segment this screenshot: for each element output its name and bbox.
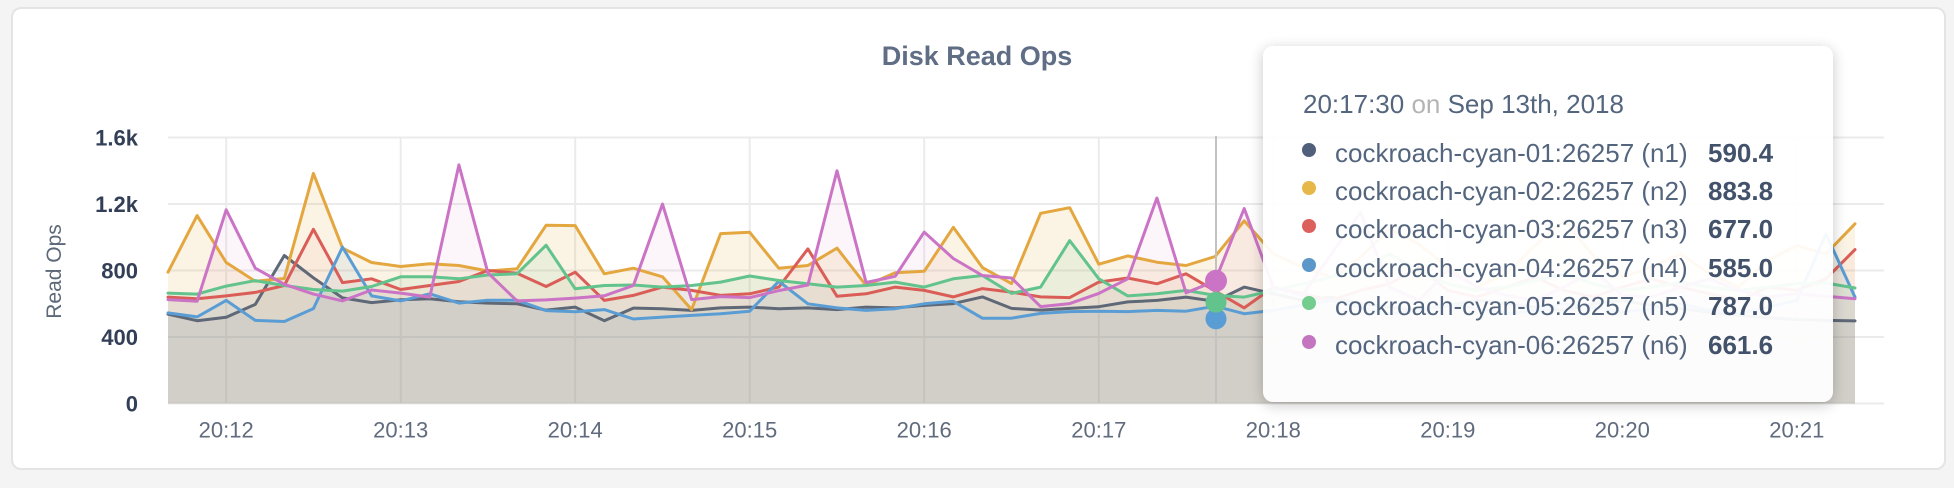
svg-text:0: 0 <box>126 392 138 417</box>
svg-text:20:14: 20:14 <box>548 418 603 443</box>
svg-text:20:20: 20:20 <box>1595 418 1650 443</box>
svg-text:20:21: 20:21 <box>1769 418 1824 443</box>
svg-text:Read Ops: Read Ops <box>43 224 66 319</box>
svg-text:800: 800 <box>101 259 138 284</box>
svg-text:20:15: 20:15 <box>722 418 777 443</box>
svg-text:20:12: 20:12 <box>199 418 254 443</box>
svg-text:20:13: 20:13 <box>373 418 428 443</box>
svg-text:1.6k: 1.6k <box>95 126 139 151</box>
svg-text:1.2k: 1.2k <box>95 192 139 217</box>
svg-text:20:19: 20:19 <box>1420 418 1475 443</box>
svg-text:20:16: 20:16 <box>897 418 952 443</box>
svg-text:400: 400 <box>101 325 138 350</box>
svg-text:20:17: 20:17 <box>1071 418 1126 443</box>
svg-text:20:18: 20:18 <box>1246 418 1301 443</box>
